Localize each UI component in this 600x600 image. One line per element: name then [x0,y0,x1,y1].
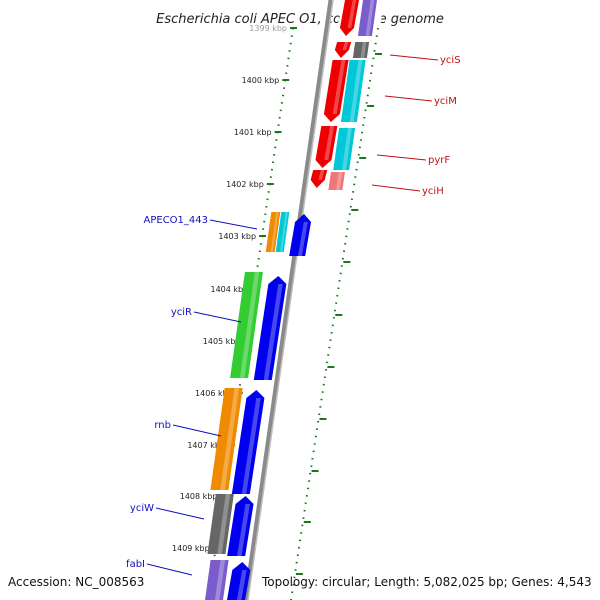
gene-label-pyrF[interactable]: pyrF [428,155,450,166]
accession-text: Accession: NC_008563 [8,575,144,589]
gene-block-purple-top-shade [365,0,375,36]
gene-yciR-shade [239,272,260,378]
gene-block-red-top[interactable] [339,0,359,36]
gene-label-leader [371,184,421,192]
gene-yciH[interactable] [328,172,345,190]
gene-block-red-5[interactable] [310,170,328,188]
topology-text: Topology: circular; Length: 5,082,025 bp… [261,575,592,589]
gene-rnb[interactable] [210,388,243,490]
gene-yciS-shade [360,42,367,58]
gene-block-cyan-small-shade [280,212,288,252]
gene-rnb-shade [220,388,240,490]
gene-label-leader [389,54,439,61]
gene-block-red-2-shade [342,42,349,50]
gene-yciS[interactable] [352,42,370,58]
gene-label-leader [209,219,258,230]
gene-fabI-shade [214,560,225,600]
gene-label-yciS[interactable]: yciS [440,55,461,66]
gene-label-fabI[interactable]: fabI [126,559,145,570]
map-title: Escherichia coli APEC O1, complete genom… [156,12,444,27]
gene-label-yciW[interactable]: yciW [130,503,154,514]
gene-label-leader [155,507,205,520]
gene-label-leader [193,311,242,323]
gene-block-red-4-shade [324,126,335,160]
gene-yciM[interactable] [340,60,366,122]
gene-yciR[interactable] [230,272,263,378]
kbp-label: 1402 kbp [226,180,264,189]
kbp-label: 1401 kbp [234,128,272,137]
gene-block-red-4[interactable] [315,126,338,168]
kbp-label: 1399 kbp [249,24,287,33]
gene-block-red-3-shade [332,60,346,114]
gene-block-red-top-shade [347,0,357,28]
gene-fabI[interactable] [205,560,229,600]
gene-yciW-shade [217,494,231,554]
gene-block-blue-5[interactable] [227,562,251,600]
gene-block-purple-top[interactable] [357,0,377,36]
kbp-label: 1406 kbp [195,389,233,398]
kbp-label: 1404 kbp [211,285,249,294]
gene-yciW[interactable] [207,494,234,554]
gene-block-cyan-small[interactable] [275,212,290,252]
gene-label-leader [172,424,222,437]
gene-label-rnb[interactable]: rnb [154,420,171,431]
gene-yciH-shade [336,172,343,190]
kbp-label: 1405 kbp [203,337,241,346]
gene-block-blue-2-shade [263,284,283,380]
gene-block-blue-5-shade [236,570,247,600]
gene-block-red-2[interactable] [334,42,352,58]
gene-block-blue-4[interactable] [227,496,254,556]
gene-label-yciM[interactable]: yciM [434,96,457,107]
kbp-label: 1403 kbp [218,232,256,241]
gene-pyrF[interactable] [333,128,356,170]
gene-block-blue-3[interactable] [231,390,265,494]
gene-pyrF-shade [342,128,352,170]
kbp-label: 1408 kbp [180,492,218,501]
gene-label-leader [384,95,433,102]
gene-block-blue-1-shade [297,222,308,256]
gene-label-APECO1_443[interactable]: APECO1_443 [144,215,209,226]
kbp-label: 1400 kbp [242,76,280,85]
gene-label-leader [376,154,427,161]
gene-APECO1_443-shade [270,212,279,252]
gene-block-blue-3-shade [241,398,261,494]
kbp-ticks: 1399 kbp 1400 kbp 1401 kbp 1402 kbp 1403 kbp… [172,24,382,575]
gene-label-yciH[interactable]: yciH [422,186,444,197]
kbp-label: 1409 kbp [172,544,210,553]
gene-label-yciR[interactable]: yciR [171,307,192,318]
gene-block-blue-2[interactable] [253,276,287,380]
gene-label-leader [146,563,193,576]
gene-yciM-shade [349,60,363,122]
genome-ring [188,0,384,600]
gene-block-blue-1[interactable] [289,214,312,256]
genome-backbone [243,0,334,600]
gene-block-red-5-shade [318,170,325,180]
gene-APECO1_443[interactable] [265,212,281,252]
gene-block-blue-4-shade [237,504,250,556]
gene-features [205,0,377,600]
kbp-label: 1407 kbp [187,441,225,450]
gene-block-red-3[interactable] [323,60,349,122]
gene-labels: APECO1_443 yciR rnb yciW fabI yciS yciM pyrF yci… [126,54,461,576]
genome-backbone-highlight [247,0,334,600]
